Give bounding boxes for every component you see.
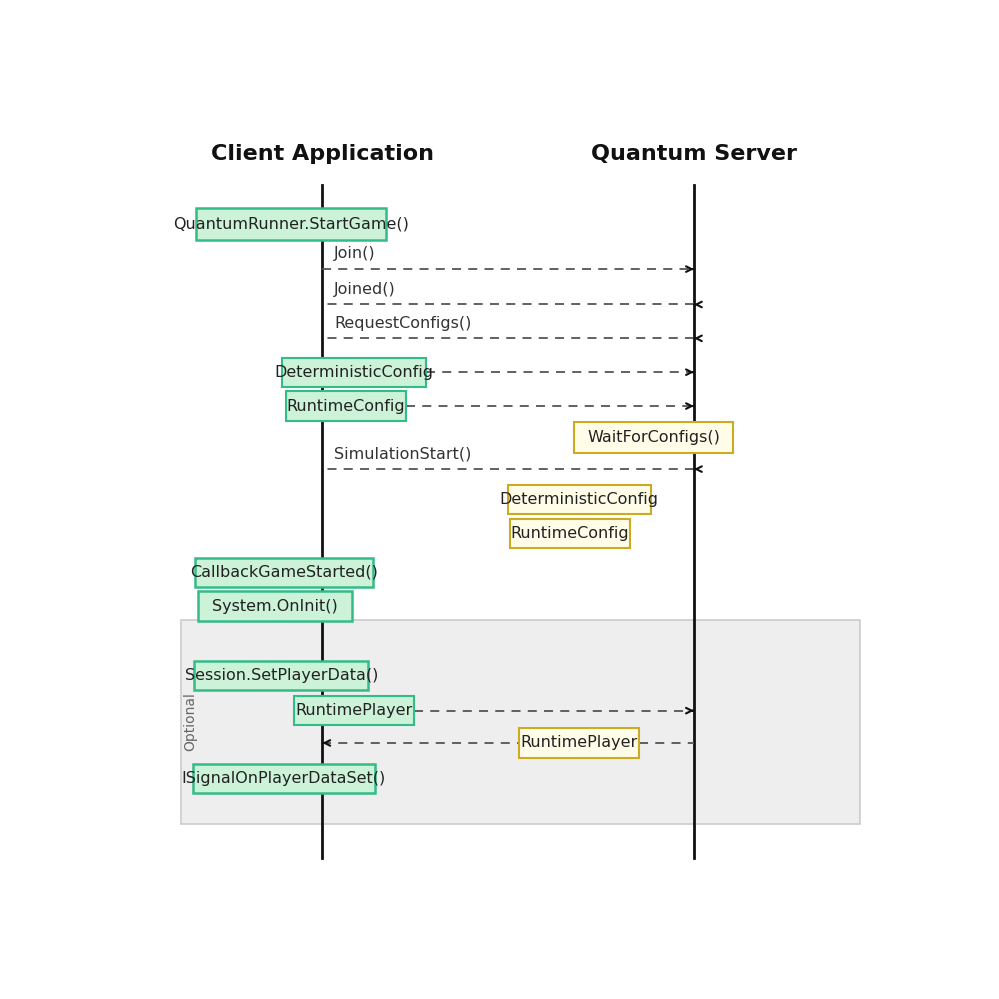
Text: WaitForConfigs(): WaitForConfigs() [587, 431, 720, 446]
FancyBboxPatch shape [193, 763, 375, 793]
Text: RuntimePlayer: RuntimePlayer [520, 735, 638, 750]
Text: RuntimePlayer: RuntimePlayer [296, 703, 413, 718]
Text: RequestConfigs(): RequestConfigs() [334, 316, 472, 331]
FancyBboxPatch shape [519, 728, 639, 757]
FancyBboxPatch shape [507, 486, 651, 514]
FancyBboxPatch shape [283, 358, 426, 387]
Text: ISignalOnPlayerDataSet(): ISignalOnPlayerDataSet() [182, 771, 386, 786]
Text: Quantum Server: Quantum Server [591, 145, 797, 165]
Text: QuantumRunner.StartGame(): QuantumRunner.StartGame() [174, 216, 410, 231]
Text: Optional: Optional [183, 692, 197, 751]
FancyBboxPatch shape [574, 423, 733, 453]
Text: Client Application: Client Application [211, 145, 434, 165]
FancyBboxPatch shape [294, 696, 414, 725]
Text: DeterministicConfig: DeterministicConfig [275, 365, 434, 380]
Text: Joined(): Joined() [334, 282, 396, 297]
Text: CallbackGameStarted(): CallbackGameStarted() [190, 564, 378, 579]
Text: DeterministicConfig: DeterministicConfig [500, 493, 659, 507]
Text: SimulationStart(): SimulationStart() [334, 447, 472, 462]
FancyBboxPatch shape [194, 660, 369, 690]
FancyBboxPatch shape [286, 392, 406, 421]
FancyBboxPatch shape [195, 557, 373, 586]
FancyBboxPatch shape [510, 519, 630, 548]
Text: Session.SetPlayerData(): Session.SetPlayerData() [185, 667, 378, 682]
FancyBboxPatch shape [197, 208, 387, 240]
Text: System.OnInit(): System.OnInit() [212, 598, 338, 613]
Text: RuntimeConfig: RuntimeConfig [510, 526, 629, 541]
Text: RuntimeConfig: RuntimeConfig [287, 399, 405, 414]
FancyBboxPatch shape [198, 591, 353, 620]
Text: Join(): Join() [334, 247, 376, 262]
FancyBboxPatch shape [181, 619, 860, 824]
